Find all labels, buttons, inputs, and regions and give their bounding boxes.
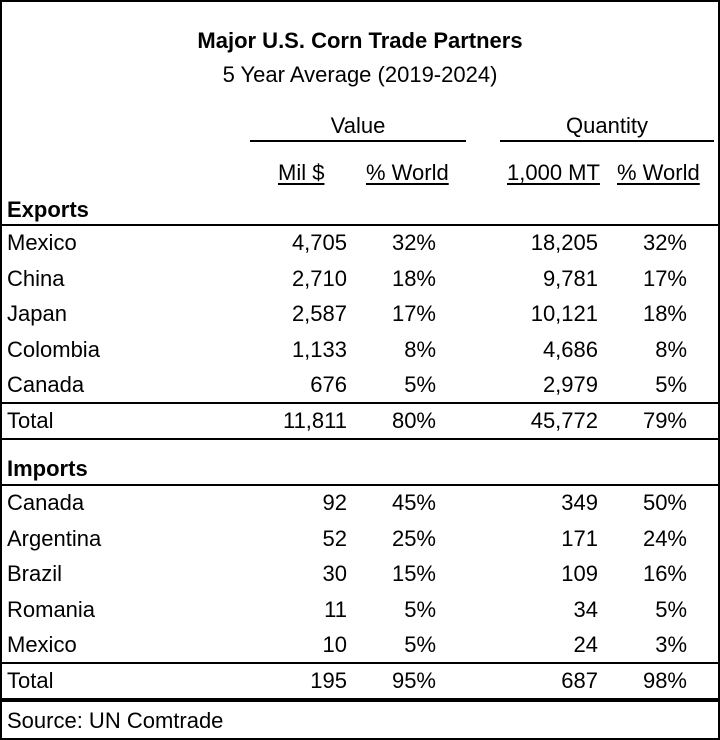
total-value: 11,811 bbox=[282, 408, 347, 433]
quantity-kmt: 171 bbox=[561, 525, 598, 551]
imports-section-label: Imports bbox=[7, 456, 88, 481]
total-qty: 687 bbox=[561, 668, 598, 693]
table-bottom-rule bbox=[0, 698, 720, 702]
value-mil: 2,710 bbox=[291, 265, 347, 291]
country-name: Colombia bbox=[7, 336, 100, 362]
table-subtitle: 5 Year Average (2019-2024) bbox=[222, 62, 498, 87]
value-pct-world: 5% bbox=[404, 632, 436, 657]
table-row: Brazil 30 15% 109 16% bbox=[0, 556, 720, 592]
table-row: Mexico 4,705 32% 18,205 32% bbox=[0, 225, 720, 261]
imports-total-row: Total 195 95% 687 98% bbox=[0, 663, 720, 699]
quantity-pct-world: 16% bbox=[642, 561, 687, 586]
table-row: Canada 92 45% 349 50% bbox=[0, 485, 720, 521]
value-pct-world: 15% bbox=[391, 561, 436, 586]
table-row: Canada 676 5% 2,979 5% bbox=[0, 367, 720, 403]
table-row: Argentina 52 25% 171 24% bbox=[0, 521, 720, 557]
value-mil: 92 bbox=[322, 490, 347, 515]
col-header-qty-pct: % World bbox=[617, 160, 700, 185]
value-pct-world: 8% bbox=[404, 336, 436, 362]
quantity-pct-world: 17% bbox=[642, 265, 687, 291]
exports-bottom-rule bbox=[0, 438, 720, 440]
country-name: Japan bbox=[7, 301, 67, 326]
value-group-rule bbox=[250, 140, 466, 142]
country-name: China bbox=[7, 265, 65, 291]
value-mil: 52 bbox=[322, 525, 347, 551]
value-mil: 1,133 bbox=[291, 336, 347, 362]
value-group-header: Value bbox=[330, 113, 386, 138]
quantity-kmt: 18,205 bbox=[530, 230, 598, 255]
quantity-kmt: 349 bbox=[561, 490, 598, 515]
country-name: Canada bbox=[7, 490, 85, 515]
quantity-pct-world: 3% bbox=[655, 632, 687, 657]
country-name: Argentina bbox=[7, 525, 102, 551]
col-header-mil: Mil $ bbox=[278, 160, 325, 185]
value-pct-world: 5% bbox=[404, 596, 436, 622]
value-pct-world: 17% bbox=[391, 301, 436, 326]
value-pct-world: 45% bbox=[391, 490, 436, 515]
exports-header-rule bbox=[0, 224, 720, 226]
table-row: Romania 11 5% 34 5% bbox=[0, 592, 720, 628]
country-name: Brazil bbox=[7, 561, 63, 586]
value-mil: 676 bbox=[310, 372, 347, 397]
quantity-kmt: 9,781 bbox=[542, 265, 598, 291]
total-label: Total bbox=[7, 408, 54, 433]
exports-total-row: Total 11,811 80% 45,772 79% bbox=[0, 403, 720, 439]
quantity-group-header: Quantity bbox=[566, 113, 648, 138]
total-qty-pct: 79% bbox=[642, 408, 687, 433]
total-qty-pct: 98% bbox=[642, 668, 687, 693]
imports-total-rule bbox=[0, 662, 720, 664]
exports-section-label: Exports bbox=[7, 197, 89, 222]
value-mil: 10 bbox=[322, 632, 347, 657]
total-value: 195 bbox=[310, 668, 347, 693]
total-value-pct: 80% bbox=[391, 408, 436, 433]
quantity-kmt: 4,686 bbox=[542, 336, 598, 362]
quantity-pct-world: 5% bbox=[655, 596, 687, 622]
table-row: Japan 2,587 17% 10,121 18% bbox=[0, 296, 720, 332]
total-qty: 45,772 bbox=[530, 408, 598, 433]
quantity-kmt: 34 bbox=[573, 596, 598, 622]
total-label: Total bbox=[7, 668, 54, 693]
quantity-pct-world: 24% bbox=[642, 525, 687, 551]
quantity-kmt: 24 bbox=[573, 632, 598, 657]
col-header-value-pct: % World bbox=[366, 160, 449, 185]
country-name: Mexico bbox=[7, 632, 77, 657]
imports-header-rule bbox=[0, 484, 720, 486]
quantity-pct-world: 50% bbox=[642, 490, 687, 515]
quantity-group-rule bbox=[500, 140, 714, 142]
value-mil: 11 bbox=[324, 596, 347, 622]
total-value-pct: 95% bbox=[391, 668, 436, 693]
source-note: Source: UN Comtrade bbox=[7, 708, 224, 733]
quantity-pct-world: 32% bbox=[642, 230, 687, 255]
quantity-kmt: 109 bbox=[561, 561, 598, 586]
quantity-kmt: 2,979 bbox=[542, 372, 598, 397]
quantity-pct-world: 18% bbox=[642, 301, 687, 326]
value-pct-world: 25% bbox=[391, 525, 436, 551]
table-row: Mexico 10 5% 24 3% bbox=[0, 627, 720, 663]
table-title: Major U.S. Corn Trade Partners bbox=[197, 28, 523, 53]
country-name: Canada bbox=[7, 372, 85, 397]
value-mil: 4,705 bbox=[291, 230, 347, 255]
value-pct-world: 5% bbox=[404, 372, 436, 397]
table-row: China 2,710 18% 9,781 17% bbox=[0, 261, 720, 297]
col-header-kmt: 1,000 MT bbox=[507, 160, 600, 185]
quantity-kmt: 10,121 bbox=[530, 301, 598, 326]
table-row: Colombia 1,133 8% 4,686 8% bbox=[0, 332, 720, 368]
value-mil: 2,587 bbox=[291, 301, 347, 326]
quantity-pct-world: 8% bbox=[655, 336, 687, 362]
value-pct-world: 32% bbox=[391, 230, 436, 255]
quantity-pct-world: 5% bbox=[655, 372, 687, 397]
country-name: Romania bbox=[7, 596, 96, 622]
exports-total-rule bbox=[0, 402, 720, 404]
value-pct-world: 18% bbox=[391, 265, 436, 291]
value-mil: 30 bbox=[322, 561, 347, 586]
country-name: Mexico bbox=[7, 230, 77, 255]
